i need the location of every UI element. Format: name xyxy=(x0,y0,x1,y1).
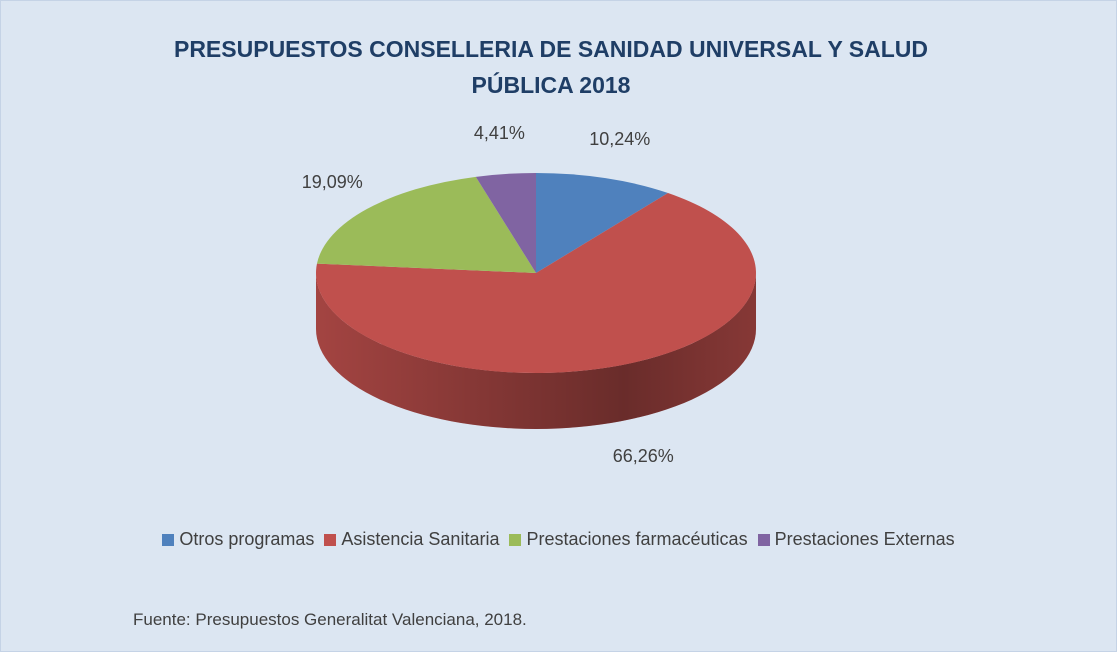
slice xyxy=(316,192,756,373)
legend: Otros programas Asistencia Sanitaria Prest… xyxy=(1,529,1116,550)
slice-side-shade xyxy=(316,273,756,429)
legend-label: Asistencia Sanitaria xyxy=(341,529,500,549)
plot: 10,24% 66,26% 19,09% 4,41% xyxy=(302,123,756,466)
slice xyxy=(475,173,536,273)
chart-title: PRESUPUESTOS CONSELLERIA DE SANIDAD UNIV… xyxy=(173,36,928,98)
data-label: 66,26% xyxy=(613,446,674,466)
legend-item: Prestaciones Externas xyxy=(757,529,955,550)
source-note: Fuente: Presupuestos Generalitat Valenci… xyxy=(133,610,527,629)
legend-swatch xyxy=(162,533,175,546)
slice xyxy=(536,173,668,273)
slice xyxy=(316,176,536,273)
legend-swatch xyxy=(757,533,770,546)
legend-swatch xyxy=(509,533,522,546)
legend-item: Asistencia Sanitaria xyxy=(324,529,499,550)
legend-item: Prestaciones farmacéuticas xyxy=(509,529,748,550)
data-label: 10,24% xyxy=(589,129,650,149)
data-label: 19,09% xyxy=(302,172,363,192)
legend-label: Otros programas xyxy=(179,529,315,549)
data-label: 4,41% xyxy=(474,123,525,143)
legend-label: Prestaciones Externas xyxy=(774,529,955,549)
legend-item: Otros programas xyxy=(162,529,314,550)
legend-swatch xyxy=(324,533,337,546)
legend-label: Prestaciones farmacéuticas xyxy=(526,529,748,549)
